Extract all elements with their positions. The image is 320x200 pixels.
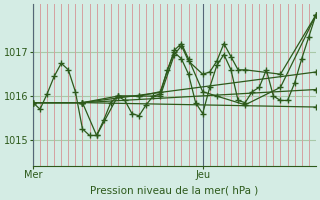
X-axis label: Pression niveau de la mer( hPa ): Pression niveau de la mer( hPa ) [90, 186, 259, 196]
